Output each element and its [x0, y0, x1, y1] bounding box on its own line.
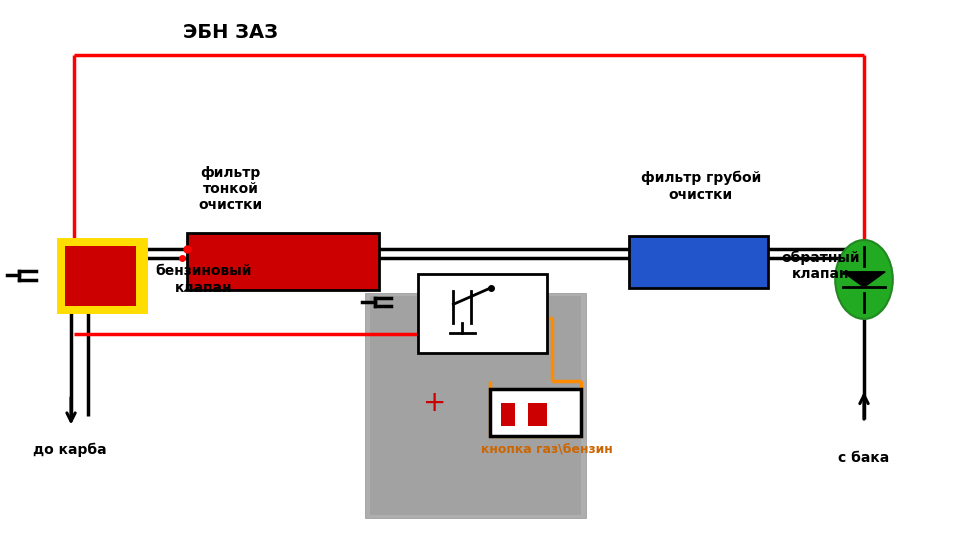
Bar [501, 403, 515, 426]
Bar [187, 233, 379, 290]
Text: ЭБН ЗАЗ: ЭБН ЗАЗ [183, 24, 277, 42]
Text: обратный
клапан: обратный клапан [781, 250, 860, 281]
Bar [490, 389, 581, 436]
Text: фильтр грубой
очистки: фильтр грубой очистки [640, 171, 761, 202]
Bar [528, 403, 547, 426]
Polygon shape [843, 272, 885, 287]
Bar [365, 293, 586, 518]
Bar [65, 246, 136, 306]
Ellipse shape [835, 240, 893, 319]
Bar [418, 274, 547, 353]
Text: фильтр
тонкой
очистки: фильтр тонкой очистки [199, 166, 262, 212]
Bar [629, 236, 768, 288]
Text: кнопка газ\бензин: кнопка газ\бензин [481, 444, 613, 457]
Bar [60, 241, 144, 310]
Text: до карба: до карба [34, 442, 107, 456]
Text: бензиновый
клапан: бензиновый клапан [156, 264, 252, 295]
Text: +: + [423, 389, 446, 417]
Text: с бака: с бака [838, 450, 890, 465]
Bar [370, 296, 581, 515]
